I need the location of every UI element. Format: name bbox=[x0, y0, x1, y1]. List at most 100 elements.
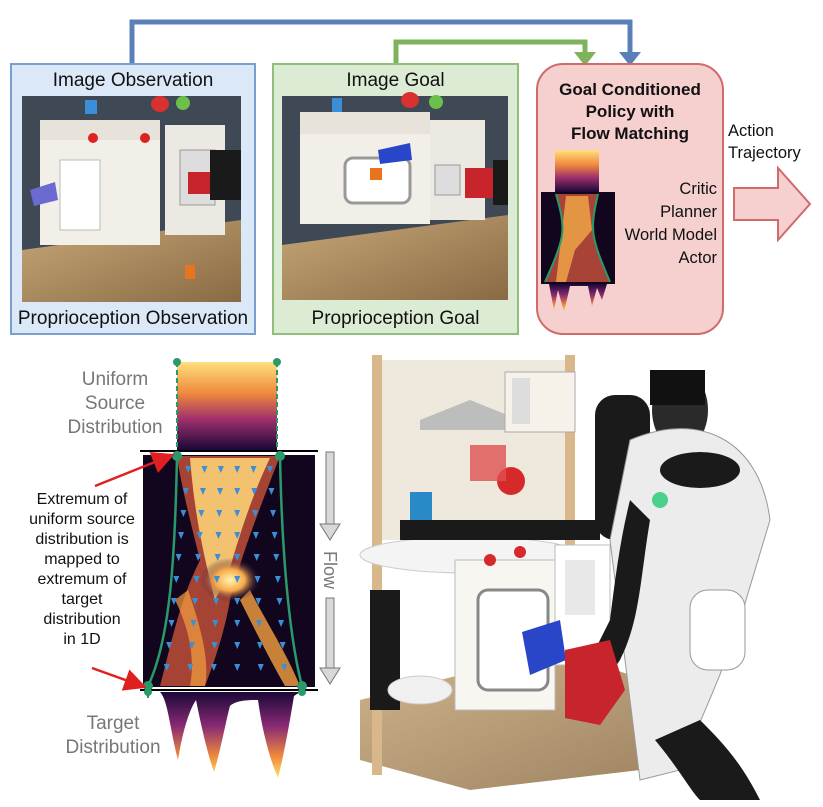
robot-kitchen-photo bbox=[359, 355, 771, 800]
flow-arrow-mark bbox=[213, 576, 220, 583]
source-label-line: Distribution bbox=[67, 417, 163, 438]
note-line: uniform source bbox=[29, 511, 135, 528]
goal-arrowhead bbox=[574, 52, 596, 66]
flow-arrow-mark bbox=[195, 554, 202, 561]
flow-arrow-mark bbox=[214, 554, 221, 561]
flow-arrow-mark bbox=[266, 466, 273, 473]
flow-arrow-mark bbox=[250, 466, 257, 473]
target-label-line: Target bbox=[86, 713, 140, 734]
flow-arrow-mark bbox=[196, 532, 203, 539]
flow-arrow-mark bbox=[281, 664, 288, 671]
note-line: Extremum of bbox=[36, 491, 128, 508]
flow-arrow-mark bbox=[234, 620, 241, 627]
note-arrow-top bbox=[94, 452, 175, 488]
flow-arrow-mark bbox=[178, 532, 185, 539]
observation-photo bbox=[22, 96, 241, 302]
flow-direction-arrow bbox=[319, 451, 341, 685]
right-boundary-curve bbox=[278, 455, 304, 687]
flow-arrow-mark bbox=[234, 664, 241, 671]
module-world-model: World Model bbox=[624, 226, 717, 244]
action-label-line: Trajectory bbox=[728, 144, 801, 162]
policy-title: Goal Conditioned Policy with Flow Matchi… bbox=[537, 79, 723, 145]
flow-arrow-mark bbox=[185, 466, 192, 473]
flow-arrow-mark bbox=[279, 642, 286, 649]
action-output-arrow bbox=[733, 165, 812, 243]
flow-arrow-mark bbox=[193, 576, 200, 583]
mini-flow-figure bbox=[541, 150, 615, 312]
policy-modules: Critic Planner World Model Actor bbox=[605, 178, 717, 270]
source-distribution-label: Uniform Source Distribution bbox=[60, 368, 170, 440]
flow-arrow-mark bbox=[234, 554, 241, 561]
flow-arrow-mark bbox=[170, 598, 177, 605]
flow-arrow-mark bbox=[216, 510, 223, 517]
target-label-line: Distribution bbox=[65, 737, 161, 758]
flow-arrow-mark bbox=[213, 598, 220, 605]
flow-arrow-mark bbox=[252, 510, 259, 517]
flow-arrow-mark bbox=[201, 466, 208, 473]
policy-title-line: Goal Conditioned bbox=[559, 80, 701, 99]
flow-field-arrows bbox=[163, 466, 288, 671]
flow-arrow-mark bbox=[166, 642, 173, 649]
flow-arrow-mark bbox=[198, 510, 205, 517]
module-critic: Critic bbox=[679, 180, 717, 198]
observation-subtitle: Proprioception Observation bbox=[17, 308, 249, 329]
flow-arrow-mark bbox=[180, 510, 187, 517]
note-line: mapped to bbox=[44, 551, 120, 568]
observation-title: Image Observation bbox=[52, 70, 214, 91]
source-distribution bbox=[177, 362, 277, 450]
goal-subtitle: Proprioception Goal bbox=[311, 308, 480, 329]
flow-arrow-mark bbox=[256, 642, 263, 649]
policy-title-line: Flow Matching bbox=[570, 124, 690, 143]
flow-arrow-mark bbox=[182, 488, 189, 495]
flow-arrow-mark bbox=[212, 620, 219, 627]
note-line: extremum of bbox=[37, 571, 127, 588]
note-line: target bbox=[61, 591, 103, 608]
flow-arrow-mark bbox=[274, 576, 281, 583]
flow-arrow-mark bbox=[254, 576, 261, 583]
observation-arrowhead bbox=[619, 52, 641, 66]
goal-to-policy-arrow bbox=[393, 39, 588, 63]
flow-arrow-mark bbox=[234, 532, 241, 539]
goal-title: Image Goal bbox=[346, 70, 445, 91]
flow-arrow-mark bbox=[168, 620, 175, 627]
flow-arrow-mark bbox=[234, 598, 241, 605]
flow-arrow-mark bbox=[175, 554, 182, 561]
flow-arrow-mark bbox=[276, 598, 283, 605]
action-trajectory-label: Action Trajectory bbox=[728, 120, 823, 164]
module-actor: Actor bbox=[678, 249, 717, 267]
left-boundary-curve bbox=[146, 455, 179, 687]
target-distribution bbox=[150, 692, 310, 778]
flow-arrow-mark bbox=[210, 664, 217, 671]
goal-photo bbox=[282, 92, 508, 300]
flow-arrow-mark bbox=[234, 576, 241, 583]
flow-arrow-mark bbox=[255, 598, 262, 605]
flow-arrow-mark bbox=[234, 642, 241, 649]
flow-arrow-mark bbox=[187, 664, 194, 671]
flow-arrow-mark bbox=[271, 532, 278, 539]
flow-arrow-mark bbox=[253, 554, 260, 561]
flow-arrow-mark bbox=[278, 620, 285, 627]
flow-arrow-mark bbox=[188, 642, 195, 649]
note-line: distribution bbox=[43, 611, 121, 628]
flow-arrow-mark bbox=[192, 598, 198, 605]
flow-arrow-mark bbox=[163, 664, 170, 671]
flow-arrow-mark bbox=[215, 532, 222, 539]
flow-arrow-mark bbox=[268, 488, 275, 495]
action-label-line: Action bbox=[728, 122, 774, 140]
flow-label: Flow bbox=[320, 550, 340, 589]
note-arrow-bottom bbox=[91, 666, 147, 691]
flow-arrow-mark bbox=[257, 664, 264, 671]
source-label-line: Uniform bbox=[81, 369, 149, 390]
flow-figure bbox=[140, 358, 318, 778]
flow-arrow-mark bbox=[217, 488, 224, 495]
flow-arrow-mark bbox=[256, 620, 263, 627]
policy-title-line: Policy with bbox=[585, 102, 675, 121]
target-distribution-label: Target Distribution bbox=[58, 712, 168, 760]
observation-to-policy-arrow bbox=[129, 19, 633, 63]
flow-arrow-mark bbox=[211, 642, 218, 649]
extremum-note: Extremum of uniform source distribution … bbox=[18, 490, 146, 650]
source-label-line: Source bbox=[84, 393, 146, 414]
note-line: in 1D bbox=[63, 631, 101, 648]
flow-arrow-mark bbox=[234, 510, 241, 517]
